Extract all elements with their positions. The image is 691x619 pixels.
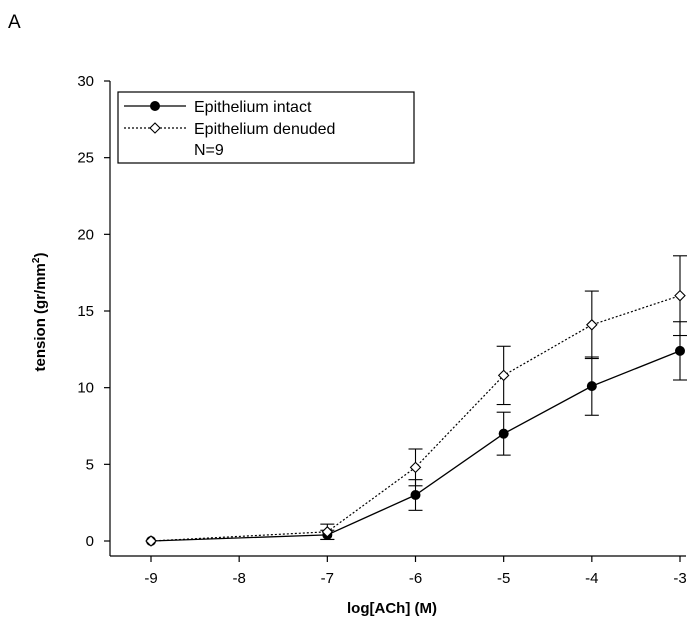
legend-box <box>117 91 415 164</box>
x-tick-label: -6 <box>409 570 422 587</box>
y-tick-label: 20 <box>77 226 94 243</box>
y-axis-title: tension (gr/mm2) <box>31 253 49 372</box>
x-axis-title: log[ACh] (M) <box>347 600 437 617</box>
series-line <box>150 295 681 542</box>
x-tick-label: -9 <box>144 570 157 587</box>
x-tick-label: -5 <box>497 570 510 587</box>
legend-intact-label: Epithelium intact <box>194 99 312 116</box>
data-point <box>675 345 685 356</box>
data-point <box>321 526 334 538</box>
y-tick-label: 0 <box>86 533 94 550</box>
panel-label: A <box>8 12 21 33</box>
legend-denuded-marker <box>149 122 161 134</box>
y-axis-title-close: ) <box>32 253 49 258</box>
data-point <box>674 289 686 302</box>
y-axis-title-superscript: 2 <box>31 257 42 263</box>
data-point <box>586 319 598 331</box>
y-tick-label: 10 <box>77 380 94 397</box>
data-point <box>410 490 421 500</box>
y-axis-ticks: 0 5 10 15 20 25 30 <box>77 73 110 550</box>
series-line <box>150 350 681 542</box>
series-intact <box>146 321 687 546</box>
data-point <box>498 428 509 439</box>
y-tick-label: 5 <box>86 456 94 473</box>
y-tick-label: 25 <box>77 150 94 167</box>
legend: Epithelium intact Epithelium denuded N=9 <box>117 91 415 164</box>
series-layer <box>145 255 687 547</box>
x-tick-label: -4 <box>585 570 598 587</box>
y-axis-title-main: tension (gr/mm <box>32 263 49 371</box>
x-tick-label: -3 <box>673 570 686 587</box>
y-tick-label: 30 <box>77 73 94 90</box>
data-point <box>145 535 157 547</box>
data-point <box>586 381 597 392</box>
x-tick-label: -8 <box>232 570 245 587</box>
data-point <box>409 461 422 474</box>
plot-frame <box>109 81 686 557</box>
legend-intact-marker <box>150 101 160 111</box>
y-tick-label: 15 <box>77 303 94 320</box>
legend-denuded-label: Epithelium denuded <box>194 121 335 138</box>
x-tick-label: -7 <box>321 570 334 587</box>
x-axis-ticks: -9 -8 -7 -6 -5 -4 -3 <box>144 556 687 587</box>
data-point <box>497 369 510 382</box>
series-denuded <box>145 255 687 547</box>
legend-note: N=9 <box>194 142 224 159</box>
